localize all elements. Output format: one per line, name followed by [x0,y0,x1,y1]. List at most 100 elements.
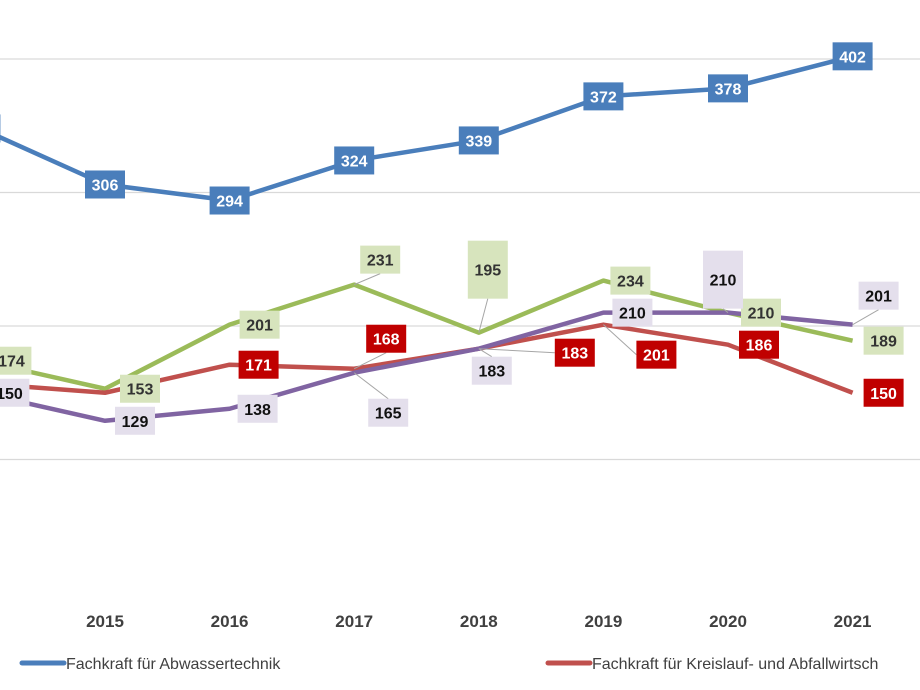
data-label-box [360,245,401,274]
data-label: 138 [237,394,278,423]
data-label-text: 165 [375,406,402,423]
x-tick-label: 2018 [460,612,498,631]
data-label: 210 [741,298,781,327]
data-label-text: 183 [561,346,588,363]
data-label-text: 306 [92,177,119,194]
data-label-box [238,350,279,379]
data-label-box [334,146,375,175]
data-label-box [612,298,653,327]
legend: Fachkraft für Abwassertechnik Fachkraft f… [19,656,878,673]
x-tick-label: 2015 [86,612,124,631]
data-label-text: 189 [870,334,897,351]
data-labels: 3483062943243393723784021741532012311952… [0,42,904,435]
data-label-text: 171 [245,358,272,375]
data-label: 231 [354,245,401,286]
data-label-box [368,398,409,427]
data-label-box [703,250,743,309]
data-label: 153 [120,374,160,403]
data-label: 201 [603,324,677,369]
data-label-text: 210 [710,273,737,290]
data-label: 189 [863,326,904,355]
data-label: 210 [612,298,653,327]
data-label-box [741,298,781,327]
data-label: 168 [353,324,407,370]
leader-line [353,352,387,370]
data-label: 174 [0,346,32,375]
data-label: 171 [238,350,279,379]
data-label-box [708,74,748,103]
data-label-text: 201 [246,318,273,335]
leader-line [353,372,389,400]
x-tick-label: 2020 [709,612,747,631]
data-label-text: 294 [216,194,243,211]
data-label: 378 [708,74,748,103]
series-lines [0,54,854,424]
data-label: 234 [610,266,651,295]
data-label: 183 [471,348,512,385]
data-label-box [366,324,407,353]
data-label-box [0,346,32,375]
data-label: 183 [478,338,595,367]
data-label-text: 372 [590,89,617,106]
data-label: 201 [239,310,280,339]
data-label-text: 201 [865,289,892,306]
data-label-text: 174 [0,354,25,371]
data-label-text: 153 [127,382,154,399]
data-label: 186 [739,330,779,359]
data-label-box [120,374,160,403]
leader-line [852,309,879,326]
data-label: 372 [583,82,624,111]
data-label: 324 [334,146,375,175]
x-tick-label: 2017 [335,612,373,631]
data-label-text: 234 [617,274,644,291]
data-label-text: 138 [244,402,271,419]
data-label-text: 195 [474,263,501,280]
data-label-text: 231 [367,253,394,270]
data-label-text: 378 [715,81,742,98]
data-label: 150 [863,378,904,407]
data-label: 294 [209,186,250,215]
data-label-box [467,240,508,299]
data-label: 210 [703,250,743,314]
data-label: 201 [852,281,899,326]
data-label-box [636,340,677,369]
x-tick-label: 2019 [584,612,622,631]
x-tick-label: 2016 [211,612,249,631]
data-label-box [610,266,651,295]
data-label-text: 129 [122,414,149,431]
data-label-box [863,378,904,407]
leader-line [354,273,381,286]
data-label-text: 339 [465,133,492,150]
data-label-text: 402 [839,49,866,66]
data-label-box [239,310,280,339]
x-tick-label: 2021 [834,612,872,631]
data-label-box [85,170,125,199]
data-label-text: 210 [748,306,775,323]
data-label-text: 324 [341,153,368,170]
data-label-box [554,338,595,367]
data-label-text: 186 [746,338,773,355]
data-label-box [858,281,899,310]
data-label-text: 150 [870,386,897,403]
data-label: 402 [832,42,873,71]
leader-line [478,348,493,358]
data-label: 306 [85,170,125,199]
data-label-box [863,326,904,355]
data-label-box [583,82,624,111]
data-label-box [739,330,779,359]
data-label-text: 210 [619,306,646,323]
data-label: 165 [353,372,409,427]
data-label: 195 [467,240,508,333]
data-label-box [237,394,278,423]
data-label: 129 [115,406,155,435]
leader-line [722,308,729,314]
series-line-0 [0,54,854,203]
leader-line [603,324,637,356]
data-label-text: 183 [478,364,505,381]
data-label-box [0,378,30,407]
series-line-3 [0,310,853,424]
data-label-box [832,42,873,71]
data-label-box [209,186,250,215]
data-label: 339 [458,126,499,155]
